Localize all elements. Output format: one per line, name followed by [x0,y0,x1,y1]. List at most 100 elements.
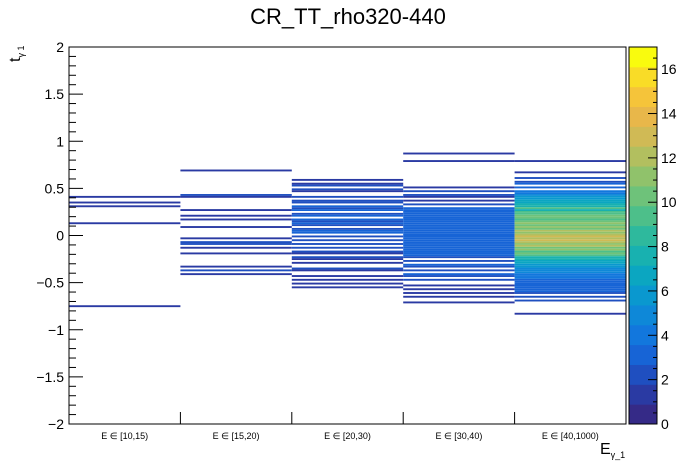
heatmap-bin [403,222,515,225]
color-scale-segment [629,404,657,425]
color-scale-segment [629,106,657,127]
heatmap-bin [514,263,626,266]
heatmap-bin [403,195,515,198]
color-scale-segment [629,146,657,167]
heatmap-bin [403,186,515,189]
heatmap-bin [403,226,515,228]
heatmap-bin [291,258,404,261]
color-scale-segment [629,166,657,187]
heatmap-bin [291,282,404,285]
color-scale-segment [629,66,657,88]
heatmap-bin [514,256,626,259]
color-scale-segment [629,265,657,286]
heatmap-bin [514,224,626,227]
heatmap-bin [180,214,292,217]
heatmap-bin [403,278,515,281]
heatmap-bin [180,243,292,245]
heatmap-bin [514,250,626,253]
heatmap-bin [514,278,626,281]
y-tick-label: −1 [48,322,64,338]
heatmap-bin [514,243,626,245]
heatmap-bin [403,288,515,291]
heatmap-bin [403,194,515,196]
x-tick-label: E ∈ [10,15) [101,431,148,441]
heatmap-bin [403,269,515,272]
color-scale-label: 12 [661,150,677,166]
color-scale-segment [629,364,657,385]
heatmap-bin [403,263,515,266]
heatmap-bin [180,252,292,255]
color-scale-segment [629,205,657,227]
heatmap-bin [403,239,515,242]
heatmap-bin [514,273,626,276]
heatmap-bin [291,286,404,289]
color-scale-label: 14 [661,106,677,122]
color-scale-segment [629,245,657,266]
heatmap-bin [180,273,292,276]
heatmap-bin [291,267,404,270]
heatmap-bin [291,205,404,208]
heatmap-bin [291,229,404,232]
heatmap-bin [514,260,626,262]
heatmap-bin [514,267,626,270]
y-axis: 2 1.5 1 0.5 0 −0.5 −1 −1.5 −2 [36,39,83,432]
y-tick-label: 2 [56,39,64,55]
heatmap-bin [291,269,404,272]
heatmap-bin [403,292,515,294]
heatmap-bin [514,203,626,206]
heatmap-bin [514,248,626,251]
heatmap-bin [291,231,404,234]
heatmap-bin [514,226,626,228]
heatmap-bin [514,269,626,272]
heatmap-bin [291,220,404,223]
heatmap-bins [69,152,626,315]
x-tick-label: E ∈ [30,40) [435,431,482,441]
heatmap-bin [291,201,404,204]
heatmap-bin [514,265,626,268]
heatmap-bin [291,190,404,193]
heatmap-bin [291,278,404,281]
heatmap-bin [180,246,292,249]
color-scale-segment [629,285,657,306]
heatmap-bin [403,190,515,193]
color-scale-segment [629,86,657,108]
heatmap-bin [291,214,404,217]
heatmap-bin [69,195,181,198]
heatmap-bin [514,171,626,174]
heatmap-bin [180,226,292,228]
heatmap-bin [403,275,515,277]
heatmap-bin [514,235,626,238]
heatmap-bin [403,256,515,259]
heatmap-bin [291,199,404,202]
heatmap-bin [291,218,404,221]
heatmap-bin [291,275,404,277]
heatmap-bin [291,256,404,259]
heatmap-bin [403,214,515,217]
heatmap-bin [514,276,626,279]
heatmap-bin [403,209,515,211]
heatmap-bin [514,195,626,198]
heatmap-bin [291,227,404,230]
color-scale-label: 6 [661,283,669,299]
heatmap-bin [514,205,626,208]
x-axis: E ∈ [10,15) E ∈ [15,20) E ∈ [20,30) E ∈ [30… [101,412,599,441]
heatmap-bin [514,280,626,283]
heatmap-bin [514,209,626,211]
color-scale-label: 8 [661,239,669,255]
heatmap-bin [514,192,626,195]
heatmap-bin [514,275,626,277]
color-scale-label: 10 [661,194,677,210]
y-tick-label: −2 [48,416,64,432]
heatmap-bin [514,177,626,179]
heatmap-bin [514,237,626,240]
heatmap-bin [403,265,515,268]
heatmap-bin [291,222,404,225]
heatmap-bin [403,160,515,162]
heatmap-bin [403,229,515,232]
heatmap-bin [514,290,626,293]
heatmap-bin [180,241,292,244]
heatmap-bin [514,233,626,236]
heatmap-bin [403,152,515,155]
heatmap-bin [514,261,626,264]
